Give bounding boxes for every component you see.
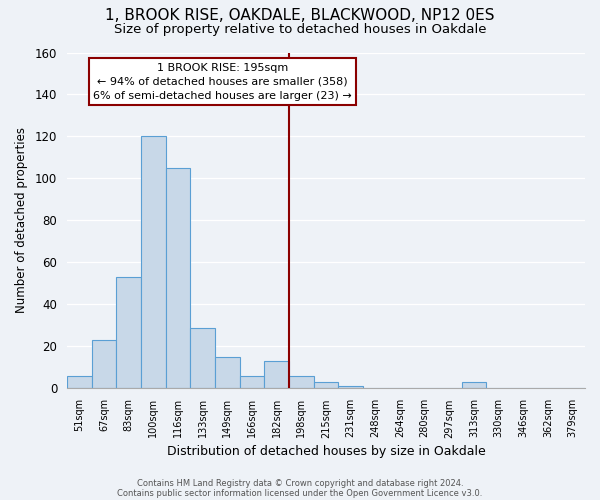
Bar	[265, 361, 289, 388]
Bar	[239, 376, 265, 388]
X-axis label: Distribution of detached houses by size in Oakdale: Distribution of detached houses by size …	[167, 444, 485, 458]
Bar	[92, 340, 116, 388]
Bar	[190, 328, 215, 388]
Text: 1, BROOK RISE, OAKDALE, BLACKWOOD, NP12 0ES: 1, BROOK RISE, OAKDALE, BLACKWOOD, NP12 …	[105, 8, 495, 22]
Bar	[166, 168, 190, 388]
Bar	[116, 277, 141, 388]
Bar	[338, 386, 363, 388]
Text: Contains HM Land Registry data © Crown copyright and database right 2024.: Contains HM Land Registry data © Crown c…	[137, 478, 463, 488]
Bar	[141, 136, 166, 388]
Text: 1 BROOK RISE: 195sqm
← 94% of detached houses are smaller (358)
6% of semi-detac: 1 BROOK RISE: 195sqm ← 94% of detached h…	[93, 62, 352, 100]
Bar	[461, 382, 487, 388]
Text: Contains public sector information licensed under the Open Government Licence v3: Contains public sector information licen…	[118, 488, 482, 498]
Y-axis label: Number of detached properties: Number of detached properties	[15, 128, 28, 314]
Bar	[314, 382, 338, 388]
Text: Size of property relative to detached houses in Oakdale: Size of property relative to detached ho…	[114, 22, 486, 36]
Bar	[289, 376, 314, 388]
Bar	[215, 357, 239, 388]
Bar	[67, 376, 92, 388]
